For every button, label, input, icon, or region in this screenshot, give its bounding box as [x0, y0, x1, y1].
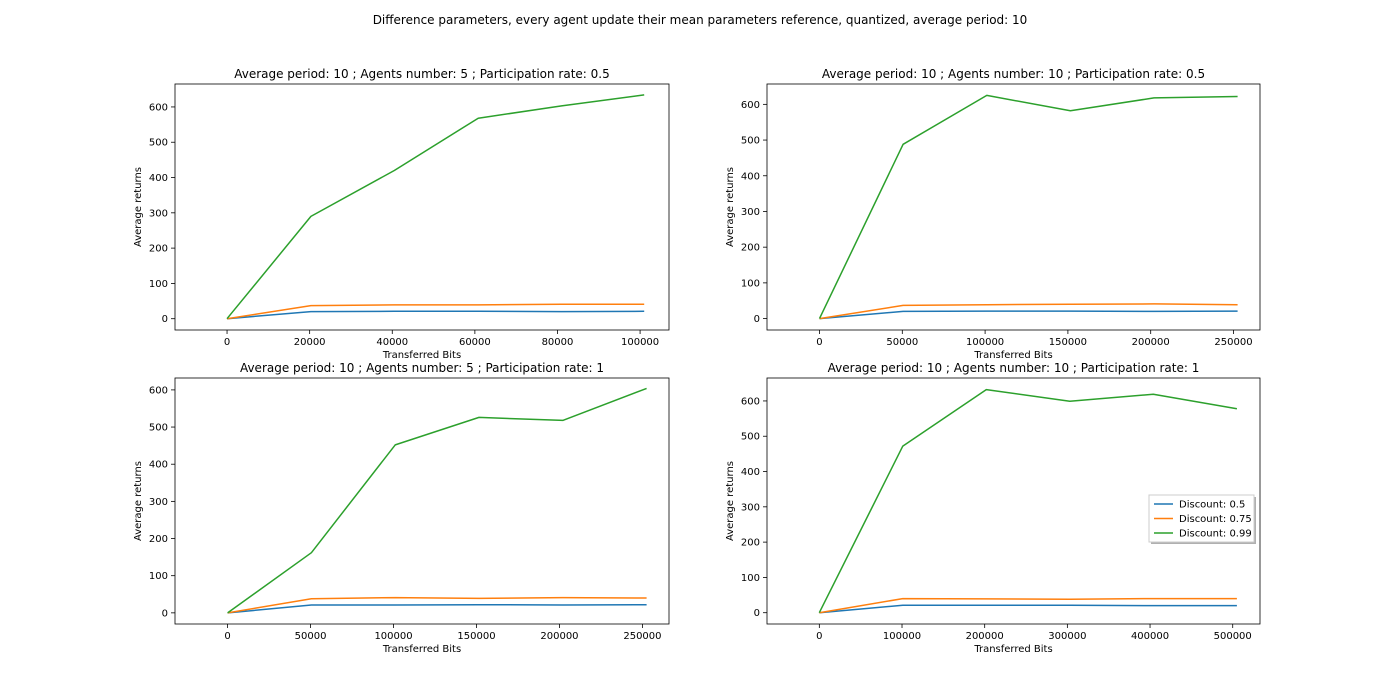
- x-tick-label: 200000: [1132, 337, 1170, 348]
- x-tick-label: 150000: [457, 631, 495, 642]
- y-tick-label: 300: [741, 502, 760, 513]
- y-tick-label: 600: [149, 385, 168, 396]
- axes-frame: [766, 377, 1261, 625]
- series-line-discount-0.99: [818, 388, 1238, 614]
- x-axis-label: Transferred Bits: [973, 350, 1052, 361]
- axes-frame: [174, 83, 670, 331]
- subplot-2: Average period: 10 ; Agents number: 10 ;…: [725, 67, 1261, 361]
- y-tick-label: 300: [741, 207, 760, 218]
- x-tick-label: 100000: [621, 337, 659, 348]
- series-line-discount-0.5: [227, 603, 647, 614]
- axes-frame: [766, 83, 1261, 331]
- y-tick-label: 0: [162, 608, 168, 619]
- subplot-grid: Average period: 10 ; Agents number: 5 ; …: [133, 67, 1261, 655]
- y-tick-label: 500: [741, 432, 760, 443]
- x-tick-label: 300000: [1048, 631, 1086, 642]
- y-tick-label: 100: [741, 573, 760, 584]
- legend-entry: Discount: 0.99: [1179, 529, 1252, 540]
- y-tick-label: 200: [149, 244, 168, 255]
- y-tick-label: 500: [741, 136, 760, 147]
- y-tick-label: 100: [741, 278, 760, 289]
- y-tick-label: 500: [149, 138, 168, 149]
- y-tick-label: 0: [754, 314, 760, 325]
- x-tick-label: 20000: [294, 337, 326, 348]
- x-axis-label: Transferred Bits: [382, 350, 461, 361]
- subplot-title: Average period: 10 ; Agents number: 5 ; …: [234, 67, 610, 81]
- series-line-discount-0.75: [226, 303, 645, 320]
- series-line-discount-0.99: [226, 94, 645, 320]
- x-tick-label: 200000: [966, 631, 1004, 642]
- x-tick-label: 80000: [542, 337, 574, 348]
- x-tick-label: 100000: [966, 337, 1004, 348]
- y-axis-label: Average returns: [133, 167, 144, 247]
- subplot-title: Average period: 10 ; Agents number: 5 ; …: [240, 361, 604, 375]
- x-tick-label: 100000: [374, 631, 412, 642]
- series-line-discount-0.75: [819, 303, 1238, 320]
- y-tick-label: 100: [149, 279, 168, 290]
- series-line-discount-0.99: [227, 387, 647, 614]
- axes-frame: [174, 377, 670, 625]
- x-tick-label: 40000: [376, 337, 408, 348]
- series-line-discount-0.75: [227, 596, 647, 614]
- x-tick-label: 0: [224, 337, 230, 348]
- series-line-discount-0.75: [819, 597, 1237, 614]
- legend-entry: Discount: 0.75: [1179, 514, 1252, 525]
- y-tick-label: 200: [741, 243, 760, 254]
- x-tick-label: 250000: [1214, 337, 1252, 348]
- subplot-1: Average period: 10 ; Agents number: 5 ; …: [133, 67, 670, 361]
- y-tick-label: 400: [149, 460, 168, 471]
- subplot-3: Average period: 10 ; Agents number: 5 ; …: [133, 361, 670, 655]
- y-axis-label: Average returns: [133, 461, 144, 541]
- y-tick-label: 400: [741, 467, 760, 478]
- y-tick-label: 600: [149, 102, 168, 113]
- y-tick-label: 200: [741, 538, 760, 549]
- series-line-discount-0.5: [819, 604, 1237, 614]
- x-tick-label: 150000: [1049, 337, 1087, 348]
- x-tick-label: 500000: [1214, 631, 1252, 642]
- y-tick-label: 400: [741, 171, 760, 182]
- y-tick-label: 300: [149, 497, 168, 508]
- figure-suptitle: Difference parameters, every agent updat…: [373, 13, 1028, 27]
- y-tick-label: 500: [149, 423, 168, 434]
- series-line-discount-0.5: [226, 310, 645, 320]
- x-tick-label: 0: [224, 631, 230, 642]
- x-axis-label: Transferred Bits: [382, 644, 461, 655]
- x-tick-label: 100000: [883, 631, 921, 642]
- y-tick-label: 600: [741, 396, 760, 407]
- y-tick-label: 200: [149, 534, 168, 545]
- subplot-title: Average period: 10 ; Agents number: 10 ;…: [822, 67, 1205, 81]
- y-tick-label: 0: [754, 608, 760, 619]
- legend-entry: Discount: 0.5: [1179, 500, 1245, 511]
- x-tick-label: 400000: [1131, 631, 1169, 642]
- y-tick-label: 300: [149, 208, 168, 219]
- y-tick-label: 600: [741, 100, 760, 111]
- x-tick-label: 60000: [459, 337, 491, 348]
- x-tick-label: 0: [816, 337, 822, 348]
- y-tick-label: 0: [162, 314, 168, 325]
- y-axis-label: Average returns: [725, 461, 736, 541]
- legend: Discount: 0.5 Discount: 0.75 Discount: 0.9…: [1148, 494, 1256, 544]
- series-line-discount-0.5: [819, 310, 1238, 320]
- x-axis-label: Transferred Bits: [973, 644, 1052, 655]
- y-tick-label: 100: [149, 571, 168, 582]
- series-line-discount-0.99: [818, 94, 1238, 319]
- x-tick-label: 0: [816, 631, 822, 642]
- subplot-4: Average period: 10 ; Agents number: 10 ;…: [725, 361, 1261, 655]
- x-tick-label: 50000: [886, 337, 918, 348]
- x-tick-label: 50000: [295, 631, 327, 642]
- y-tick-label: 400: [149, 173, 168, 184]
- subplot-title: Average period: 10 ; Agents number: 10 ;…: [828, 361, 1200, 375]
- x-tick-label: 250000: [623, 631, 661, 642]
- x-tick-label: 200000: [540, 631, 578, 642]
- y-axis-label: Average returns: [725, 167, 736, 247]
